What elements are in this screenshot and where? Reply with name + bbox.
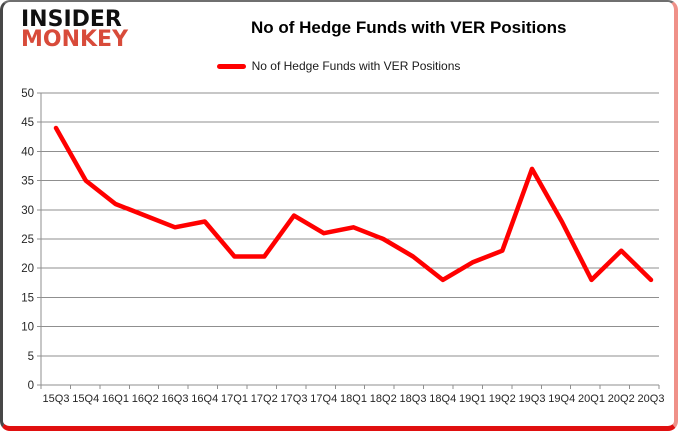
logo-line-insider: INSIDER: [21, 7, 122, 32]
x-tick-label: 19Q4: [548, 393, 575, 405]
x-tick-label: 19Q2: [489, 393, 516, 405]
x-tick-label: 19Q1: [459, 393, 486, 405]
y-tick-label: 35: [21, 176, 34, 188]
chart-legend: No of Hedge Funds with VER Positions: [3, 59, 674, 73]
y-tick-label: 30: [21, 205, 34, 217]
x-tick-label: 16Q2: [132, 393, 159, 405]
logo-line-monkey: MONKEY: [21, 27, 129, 53]
y-tick-label: 5: [28, 351, 34, 363]
y-tick-label: 45: [21, 117, 34, 129]
y-tick-label: 0: [28, 380, 34, 392]
x-tick-label: 20Q2: [608, 393, 635, 405]
chart-title: No of Hedge Funds with VER Positions: [251, 18, 567, 37]
insider-monkey-logo: INSIDER MONKEY: [21, 7, 129, 53]
series-line-hedge-funds: [53, 125, 654, 283]
x-tick-label: 17Q1: [221, 393, 248, 405]
x-tick-label: 16Q3: [162, 393, 189, 405]
line-chart-svg: 0 5 10 15 20 25 30 35 40 45 50 15Q3 15Q4 16Q1 16Q2 16Q3…: [21, 88, 665, 405]
x-tick-label: 17Q2: [251, 393, 278, 405]
plot-area-container: 0 5 10 15 20 25 30 35 40 45 50 15Q3 15Q4 16Q1 16Q2 16Q3…: [3, 80, 674, 425]
y-tick-label: 25: [21, 234, 34, 246]
x-tick-label: 18Q2: [370, 393, 397, 405]
x-tick-label: 19Q3: [519, 393, 546, 405]
y-tick-label: 15: [21, 292, 34, 304]
x-tick-label: 20Q1: [578, 393, 605, 405]
x-tick-label: 18Q1: [340, 393, 367, 405]
y-tick-label: 40: [21, 146, 34, 158]
x-tick-label: 15Q3: [43, 393, 70, 405]
x-tick-label: 15Q4: [72, 393, 99, 405]
x-tick-label: 16Q4: [191, 393, 218, 405]
x-tick-label: 16Q1: [102, 393, 129, 405]
legend-line-swatch: [216, 63, 246, 69]
legend-label: No of Hedge Funds with VER Positions: [251, 59, 461, 73]
x-tick-label: 20Q3: [638, 393, 665, 405]
y-tick-label: 50: [21, 88, 34, 100]
y-tick-label: 20: [21, 263, 34, 275]
x-tick-label: 17Q3: [281, 393, 308, 405]
x-tick-label: 18Q3: [400, 393, 427, 405]
y-tick-label: 10: [21, 322, 34, 334]
x-tick-label: 17Q4: [310, 393, 337, 405]
x-tick-label: 18Q4: [429, 393, 456, 405]
